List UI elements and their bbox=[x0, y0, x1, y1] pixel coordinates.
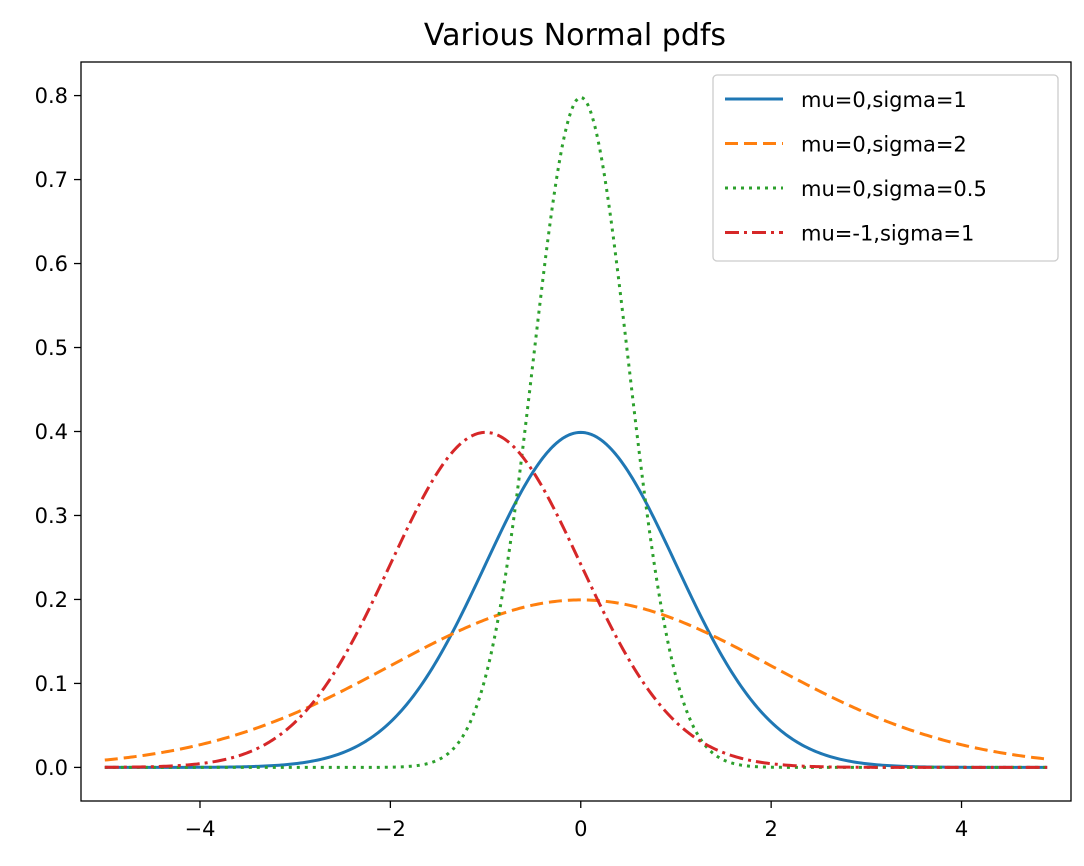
y-axis: 0.0 0.1 0.2 0.3 0.4 0.5 0.6 0.7 0.8 bbox=[35, 84, 81, 780]
legend-label-2: mu=0,sigma=2 bbox=[801, 133, 967, 157]
series-line-3 bbox=[104, 95, 1048, 769]
series-line-1 bbox=[104, 430, 1048, 769]
chart-title: Various Normal pdfs bbox=[424, 18, 726, 53]
y-tick-label: 0.0 bbox=[35, 756, 68, 780]
x-axis: −4 −2 0 2 4 bbox=[185, 801, 968, 841]
y-tick-label: 0.1 bbox=[35, 672, 68, 696]
y-tick-label: 0.4 bbox=[35, 420, 68, 444]
series-line-4 bbox=[104, 430, 1048, 769]
y-tick-label: 0.6 bbox=[35, 252, 68, 276]
legend-label-4: mu=-1,sigma=1 bbox=[801, 222, 974, 246]
y-tick-label: 0.2 bbox=[35, 588, 68, 612]
x-tick-label: 2 bbox=[764, 817, 777, 841]
y-tick-label: 0.5 bbox=[35, 336, 68, 360]
y-tick-label: 0.3 bbox=[35, 504, 68, 528]
legend-label-3: mu=0,sigma=0.5 bbox=[801, 177, 987, 201]
series-lines bbox=[104, 95, 1048, 769]
x-tick-label: 0 bbox=[574, 817, 587, 841]
y-tick-label: 0.8 bbox=[35, 84, 68, 108]
x-tick-label: 4 bbox=[955, 817, 968, 841]
legend-box bbox=[712, 74, 1059, 262]
plot-frame bbox=[80, 61, 1072, 802]
legend-label-1: mu=0,sigma=1 bbox=[801, 88, 967, 112]
x-tick-label: −2 bbox=[375, 817, 406, 841]
series-line-2 bbox=[104, 598, 1048, 762]
x-tick-label: −4 bbox=[185, 817, 216, 841]
legend: mu=0,sigma=1 mu=0,sigma=2 mu=0,sigma=0.5 mu… bbox=[712, 74, 1059, 262]
y-tick-label: 0.7 bbox=[35, 168, 68, 192]
